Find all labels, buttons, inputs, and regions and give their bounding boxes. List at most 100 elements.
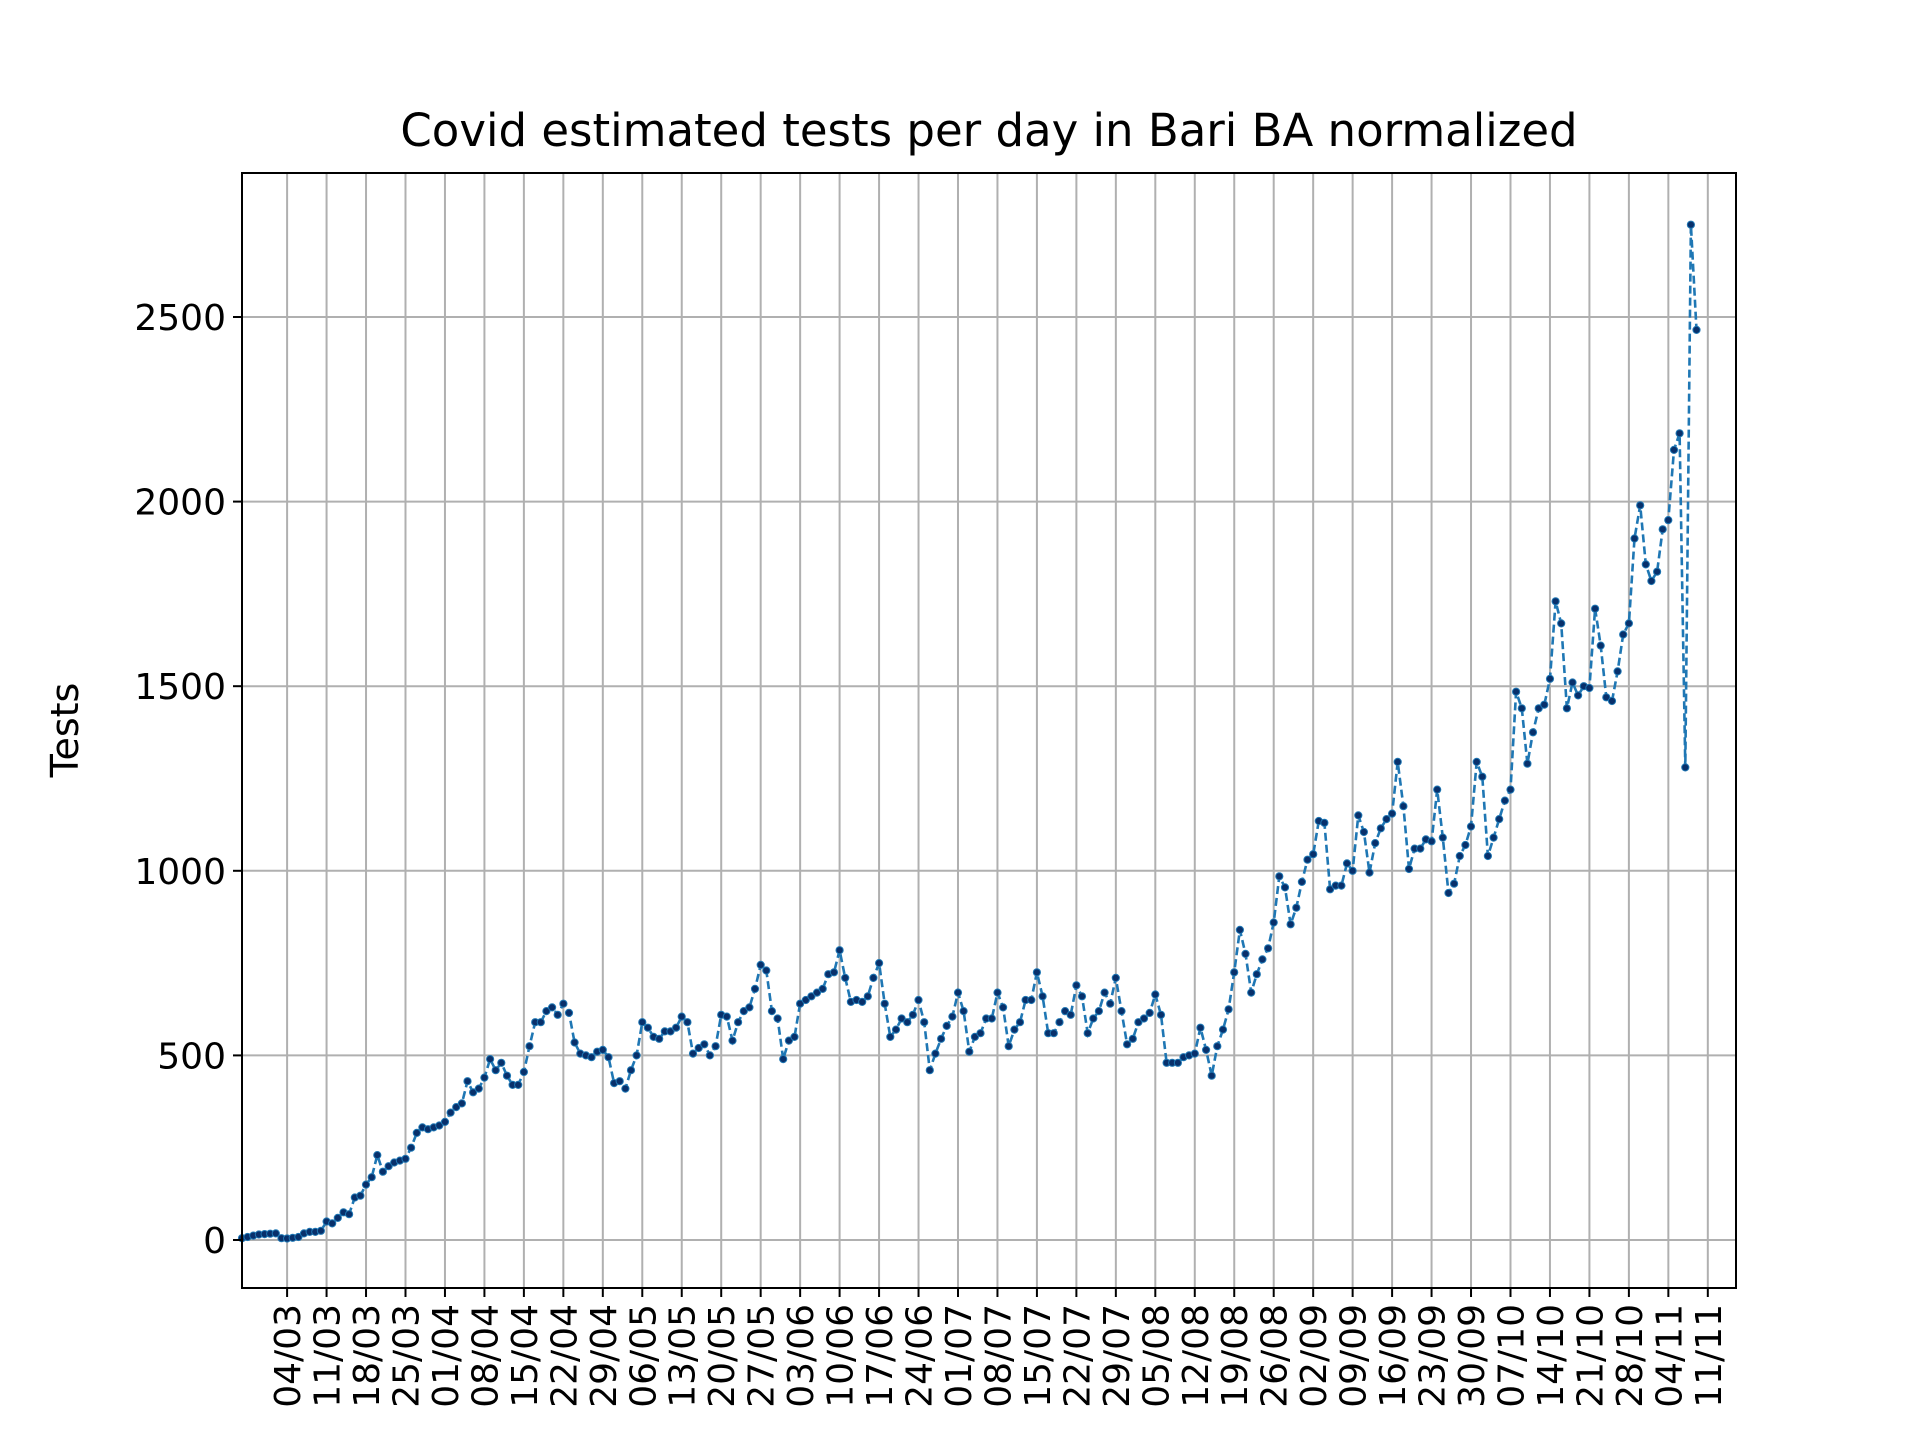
data-point (1348, 866, 1357, 875)
data-point (1280, 883, 1290, 892)
data-point (1534, 704, 1543, 713)
data-point (401, 1154, 410, 1163)
data-point (897, 1014, 906, 1023)
x-tick-label: 10/06 (821, 1304, 862, 1408)
data-point (1636, 501, 1645, 510)
data-point (790, 1032, 799, 1042)
data-point (1303, 855, 1312, 864)
data-point (1139, 1014, 1149, 1023)
data-point (1004, 1042, 1013, 1051)
data-point (1404, 864, 1414, 874)
data-point (514, 1080, 523, 1090)
data-point (1647, 576, 1656, 586)
data-point (801, 995, 810, 1005)
data-point (604, 1053, 613, 1062)
data-point (1557, 619, 1566, 628)
data-point (480, 1073, 489, 1082)
data-point (891, 1025, 901, 1034)
data-point (1427, 837, 1436, 846)
y-axis-label: Tests (43, 683, 87, 779)
data-point (920, 1018, 929, 1027)
x-tick-label: 02/09 (1294, 1304, 1335, 1408)
data-point (1032, 968, 1042, 977)
data-point (1512, 687, 1521, 696)
data-point (953, 988, 963, 997)
data-point (615, 1077, 624, 1086)
data-point (1653, 567, 1662, 576)
x-tick-label: 15/07 (1018, 1304, 1059, 1408)
data-point (728, 1036, 737, 1045)
data-point (818, 984, 827, 994)
data-point (1658, 525, 1667, 534)
x-tick-label: 01/07 (939, 1304, 980, 1408)
x-tick-label: 20/05 (702, 1304, 743, 1408)
data-point (965, 1047, 974, 1056)
data-point (1106, 999, 1115, 1008)
data-point (1128, 1034, 1137, 1043)
data-point (570, 1038, 579, 1047)
data-point (452, 1103, 461, 1112)
data-point (694, 1043, 703, 1053)
data-point (942, 1021, 951, 1031)
x-tick-label: 19/08 (1215, 1304, 1256, 1408)
data-point (1591, 604, 1600, 613)
data-point (779, 1055, 788, 1064)
data-point (1568, 678, 1577, 687)
data-point (1196, 1023, 1205, 1032)
data-point (931, 1049, 940, 1058)
data-point (858, 997, 867, 1007)
data-point (1461, 840, 1470, 850)
data-point (328, 1219, 337, 1228)
x-tick-label: 06/05 (623, 1304, 664, 1408)
x-tick-label: 12/08 (1176, 1304, 1217, 1408)
y-axis-ticks: 0 500 1000 1500 2000 2500 (134, 298, 242, 1262)
data-point (1173, 1058, 1183, 1067)
data-point (807, 992, 816, 1001)
data-point (1027, 995, 1036, 1005)
data-point (1083, 1029, 1092, 1038)
data-point (869, 973, 878, 983)
data-point (1602, 693, 1611, 702)
data-point (1399, 802, 1408, 811)
x-axis-ticks: 04/0311/0318/0325/0301/0408/0415/0422/04… (268, 1288, 1730, 1408)
data-point (970, 1032, 980, 1042)
y-tick-label: 500 (157, 1036, 226, 1077)
x-tick-label: 25/03 (386, 1304, 427, 1408)
data-point (1574, 691, 1583, 700)
data-point (384, 1162, 393, 1171)
data-point (587, 1053, 596, 1062)
x-tick-label: 03/06 (781, 1304, 822, 1408)
data-point (440, 1117, 450, 1127)
data-point (502, 1071, 512, 1080)
data-point (1675, 429, 1684, 438)
data-point (1111, 973, 1120, 983)
data-point (643, 1023, 653, 1032)
data-point (1607, 696, 1617, 706)
data-point (469, 1088, 478, 1097)
series-points (237, 220, 1701, 1243)
data-point (987, 1014, 996, 1023)
x-tick-label: 22/07 (1057, 1304, 1098, 1408)
data-point (841, 973, 850, 983)
data-point (316, 1226, 325, 1235)
x-tick-label: 09/09 (1334, 1304, 1375, 1408)
data-point (1320, 818, 1329, 827)
data-point (756, 960, 765, 970)
chart-title: Covid estimated tests per day in Bari BA… (400, 104, 1577, 157)
data-point (435, 1121, 444, 1130)
data-point (1190, 1049, 1199, 1058)
data-point (271, 1229, 280, 1238)
data-point (497, 1058, 506, 1067)
data-point (536, 1018, 545, 1027)
data-point (1202, 1045, 1211, 1055)
data-point (1213, 1042, 1222, 1051)
x-tick-label: 01/04 (426, 1304, 467, 1408)
data-point (666, 1027, 675, 1036)
x-tick-label: 23/09 (1413, 1304, 1454, 1408)
data-point (1061, 1007, 1070, 1016)
data-point (886, 1032, 895, 1042)
data-point (519, 1067, 529, 1077)
data-point (626, 1066, 636, 1075)
data-point (677, 1012, 686, 1021)
